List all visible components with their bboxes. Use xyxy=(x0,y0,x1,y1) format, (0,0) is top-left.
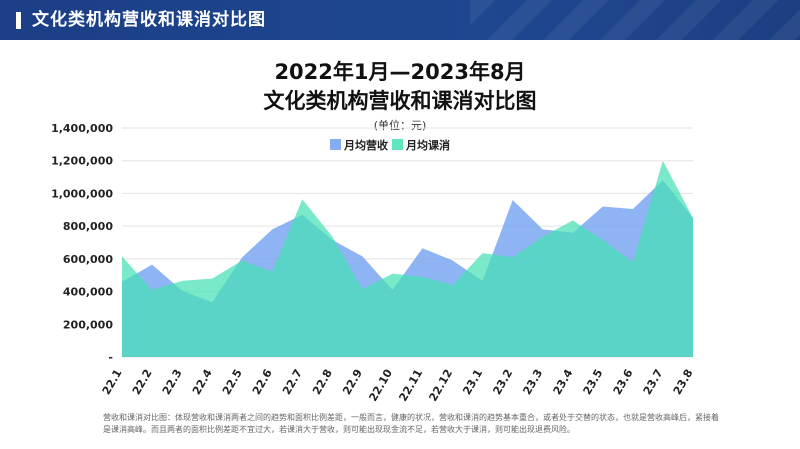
x-tick-label: 22.3 xyxy=(160,367,185,397)
y-tick-label: 1,400,000 xyxy=(51,122,113,135)
x-tick-label: 22.2 xyxy=(130,367,155,397)
x-tick-label: 22.11 xyxy=(396,367,425,404)
chart-unit-label: (单位：元) xyxy=(373,119,427,132)
x-tick-label: 22.5 xyxy=(220,367,245,397)
x-tick-label: 22.8 xyxy=(310,367,335,397)
header-banner: 文化类机构营收和课消对比图 xyxy=(0,0,800,40)
y-tick-label: 1,200,000 xyxy=(51,155,113,168)
series-area-2 xyxy=(122,160,693,357)
x-tick-label: 23.2 xyxy=(490,367,515,397)
chart-footnote: 营收和课消对比图：体现营收和课消两者之间的趋势和面积比例差距，一般而言，健康的状… xyxy=(103,413,719,434)
y-tick-label: 800,000 xyxy=(63,220,113,233)
x-tick-label: 22.9 xyxy=(340,367,365,397)
x-tick-label: 23.1 xyxy=(460,367,485,397)
x-tick-label: 22.12 xyxy=(427,367,456,404)
y-tick-label: 600,000 xyxy=(63,253,113,266)
y-tick-label: 200,000 xyxy=(63,318,113,331)
y-tick-label: - xyxy=(108,351,113,364)
chart-title-line1: 2022年1月—2023年8月 xyxy=(274,60,526,84)
x-tick-label: 23.4 xyxy=(551,367,576,397)
x-tick-label: 23.6 xyxy=(611,367,636,397)
y-tick-label: 1,000,000 xyxy=(51,187,113,200)
y-tick-label: 400,000 xyxy=(63,286,113,299)
banner-title: 文化类机构营收和课消对比图 xyxy=(32,10,266,30)
chart-title-line2: 文化类机构营收和课消对比图 xyxy=(263,89,537,113)
legend-swatch-1 xyxy=(330,139,341,150)
x-tick-label: 23.7 xyxy=(641,367,666,397)
legend-label-2: 月均课消 xyxy=(405,138,450,152)
banner-decoration xyxy=(470,0,800,40)
area-chart: - 200,000 400,000 600,000 800,000 1,000,000 1,… xyxy=(51,122,696,404)
x-tick-label: 22.6 xyxy=(250,367,275,397)
x-tick-label: 22.10 xyxy=(366,367,395,404)
legend-label-1: 月均营收 xyxy=(343,138,388,152)
x-tick-label: 23.5 xyxy=(581,367,606,397)
legend-swatch-2 xyxy=(392,139,403,150)
x-tick-label: 22.4 xyxy=(190,367,215,397)
x-tick-label: 23.8 xyxy=(671,367,696,397)
x-tick-label: 22.1 xyxy=(100,367,125,397)
banner-accent-bar xyxy=(16,12,21,29)
x-tick-label: 22.7 xyxy=(280,367,305,397)
x-tick-label: 23.3 xyxy=(521,367,546,397)
